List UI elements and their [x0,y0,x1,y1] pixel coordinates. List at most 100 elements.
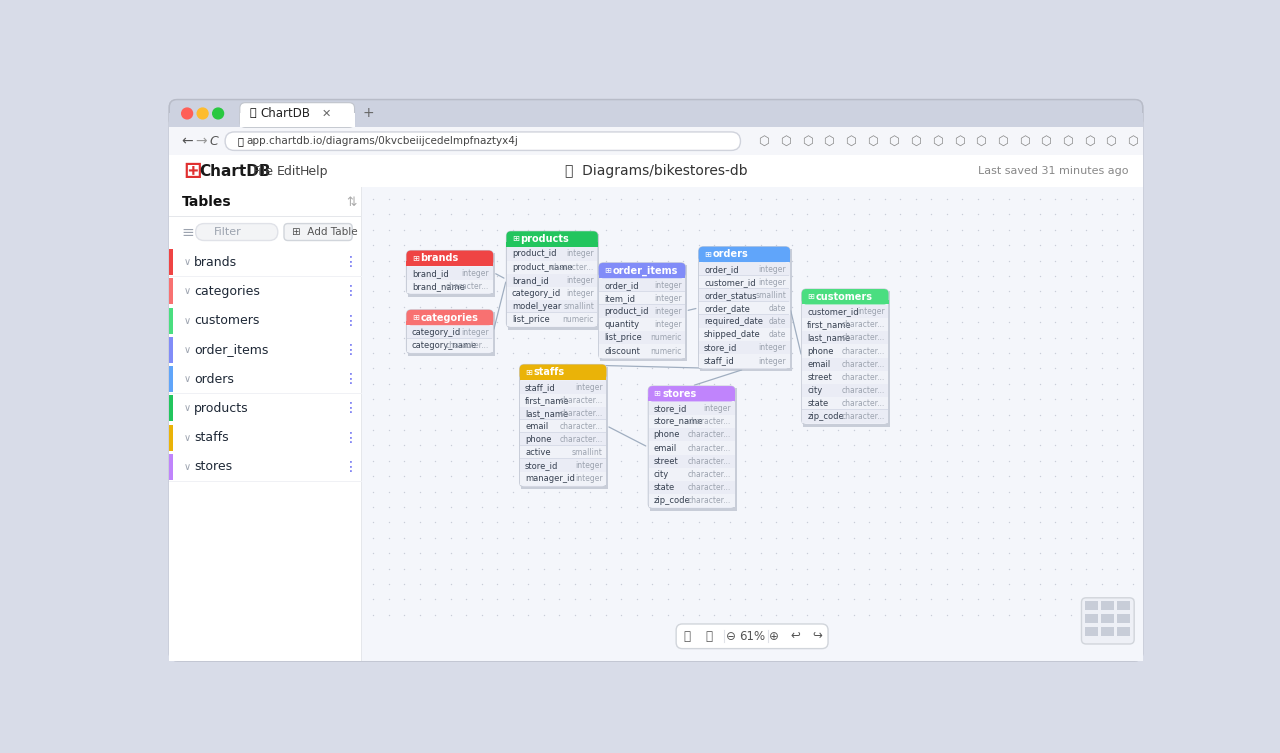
Point [765,409,786,421]
Text: order_items: order_items [195,343,269,356]
Text: ⊞: ⊞ [512,234,518,243]
Point [859,439,879,451]
Point [750,455,771,467]
Point [905,532,925,544]
Point [502,239,522,252]
Point [920,331,941,343]
Point [890,255,910,267]
Text: brands: brands [420,253,458,264]
Text: first_name: first_name [525,396,570,405]
Point [920,409,941,421]
Point [719,393,740,405]
Point [1029,470,1050,482]
Point [626,486,646,498]
Point [828,578,849,590]
Point [750,532,771,544]
Point [471,547,492,559]
Point [797,239,818,252]
Point [890,193,910,205]
Point [1092,285,1112,297]
Bar [507,300,598,313]
Point [765,239,786,252]
Point [704,193,724,205]
Point [1060,409,1080,421]
Point [549,593,570,605]
Point [425,285,445,297]
Point [937,239,957,252]
Point [1029,393,1050,405]
Point [797,300,818,312]
Point [983,224,1004,236]
FancyBboxPatch shape [699,247,790,262]
Point [564,562,585,575]
Text: ∨: ∨ [183,316,191,325]
Point [1123,486,1143,498]
Point [595,285,616,297]
Point [920,347,941,359]
Point [1107,562,1128,575]
Point [719,239,740,252]
Point [968,608,988,620]
Text: character...: character... [550,263,594,272]
Point [1076,347,1097,359]
Point [658,285,678,297]
FancyBboxPatch shape [407,309,493,325]
Point [549,578,570,590]
Point [750,486,771,498]
Point [905,409,925,421]
Point [626,362,646,374]
Point [379,593,399,605]
Point [797,578,818,590]
Point [580,209,600,221]
Text: order_items: order_items [613,265,678,276]
Point [364,547,384,559]
Point [502,562,522,575]
Point [828,393,849,405]
Point [394,193,415,205]
Point [425,424,445,436]
Point [1107,331,1128,343]
Point [595,470,616,482]
Point [765,362,786,374]
Point [486,239,507,252]
Point [704,501,724,513]
Point [1123,532,1143,544]
Text: ↪: ↪ [813,630,822,643]
Point [828,285,849,297]
Point [1123,378,1143,390]
Point [765,608,786,620]
Point [534,209,554,221]
Point [502,455,522,467]
Point [890,331,910,343]
Point [471,378,492,390]
Point [379,193,399,205]
Point [410,578,430,590]
Point [1107,239,1128,252]
Point [937,455,957,467]
Text: model_year: model_year [512,302,561,311]
Point [580,193,600,205]
Point [1044,547,1065,559]
Point [859,470,879,482]
Bar [1101,627,1114,636]
Point [765,547,786,559]
Point [534,532,554,544]
Point [611,547,631,559]
Point [626,224,646,236]
Point [410,486,430,498]
Point [719,578,740,590]
Point [364,300,384,312]
Point [564,378,585,390]
Point [781,424,801,436]
Point [534,578,554,590]
Point [937,209,957,221]
Point [410,224,430,236]
Point [905,608,925,620]
Text: 🐘  Diagrams/bikestores-db: 🐘 Diagrams/bikestores-db [564,164,748,178]
Point [564,285,585,297]
Point [797,193,818,205]
Point [797,547,818,559]
Point [611,378,631,390]
Point [673,316,694,328]
Point [735,316,755,328]
